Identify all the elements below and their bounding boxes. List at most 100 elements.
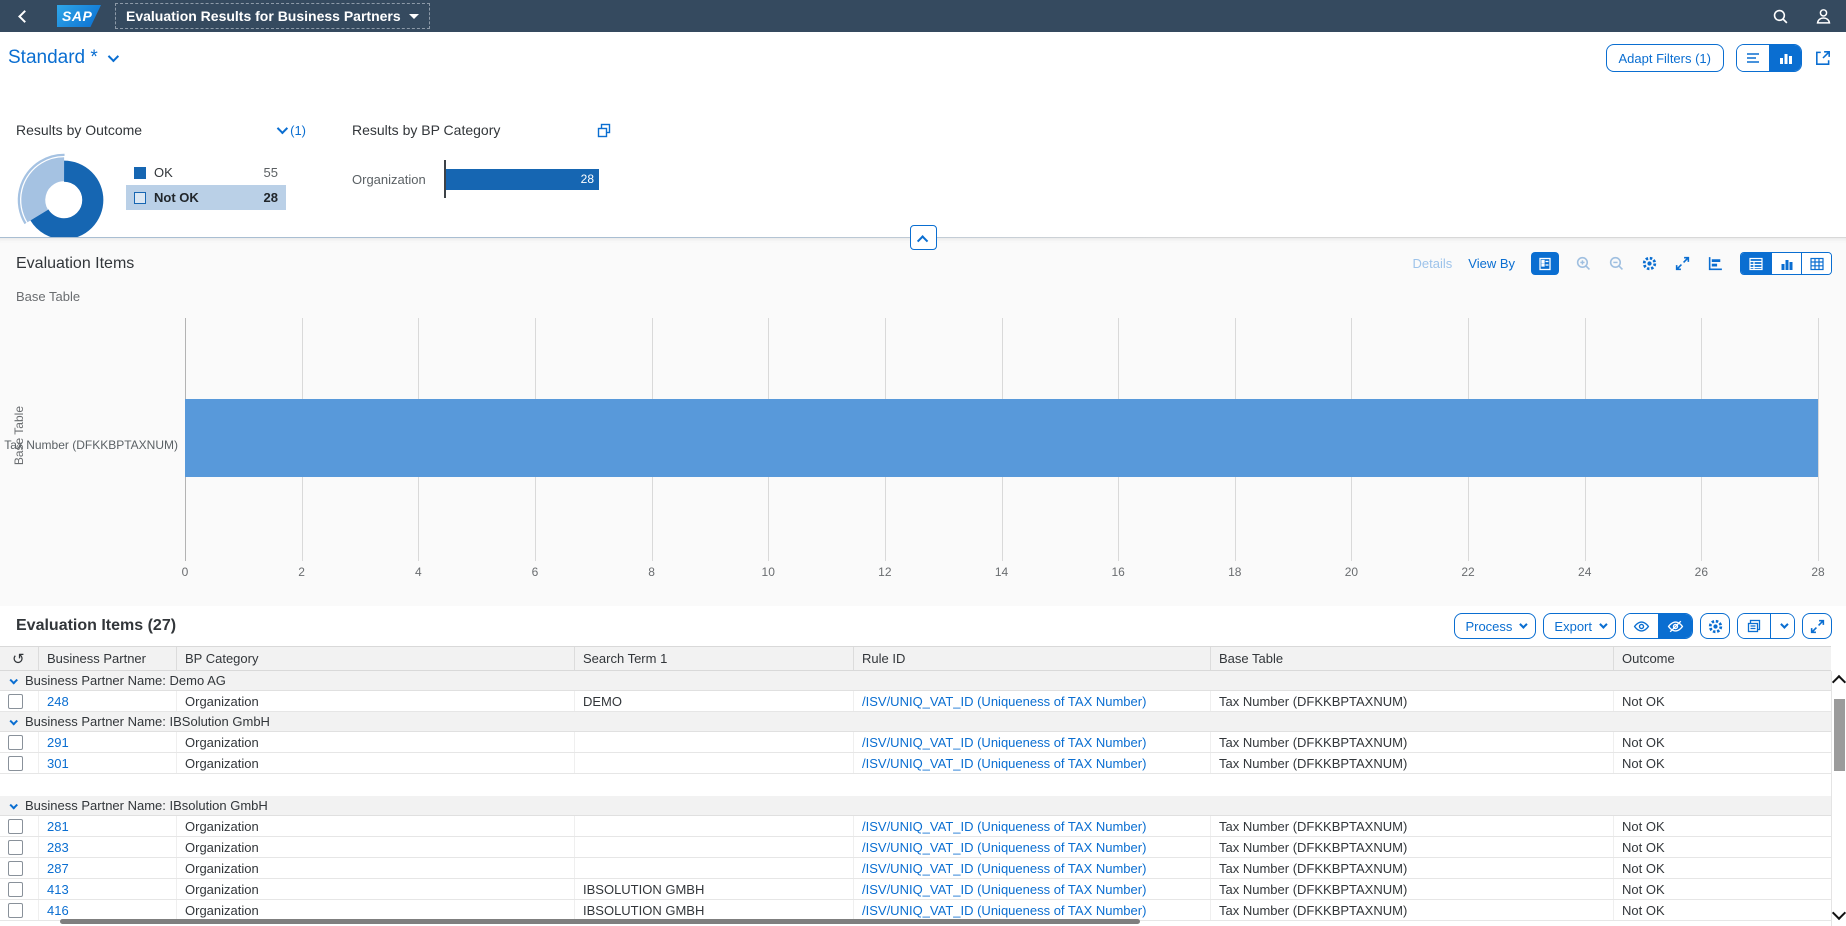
business-partner-link[interactable]: 281 — [47, 818, 69, 834]
app-title-menu[interactable]: Evaluation Results for Business Partners — [115, 3, 430, 29]
chevron-down-icon — [408, 13, 419, 19]
bp-category-bar-row[interactable]: Organization 28 — [352, 160, 612, 198]
bp-category-cell: Organization — [177, 837, 575, 857]
column-header-bp-category[interactable]: BP Category — [177, 647, 575, 670]
zoom-in-icon[interactable] — [1575, 255, 1592, 272]
x-tick-label: 24 — [1578, 565, 1592, 579]
details-button[interactable]: Details — [1412, 256, 1453, 271]
column-header-business-partner[interactable]: Business Partner — [39, 647, 177, 670]
column-header-rule-id[interactable]: Rule ID — [854, 647, 1211, 670]
row-checkbox[interactable] — [8, 860, 23, 876]
row-checkbox[interactable] — [8, 818, 23, 834]
filter-bar: Standard * Adapt Filters (1) Results by … — [0, 32, 1846, 247]
business-partner-link[interactable]: 416 — [47, 902, 69, 918]
eye-off-icon[interactable] — [1658, 614, 1692, 638]
outcome-filter-link[interactable]: (1) — [276, 123, 306, 138]
business-partner-link[interactable]: 413 — [47, 881, 69, 897]
bp-category-cell: Organization — [177, 753, 575, 773]
column-header-base-table[interactable]: Base Table — [1211, 647, 1614, 670]
export-button[interactable]: Export — [1543, 613, 1616, 639]
x-tick-label: 10 — [761, 565, 775, 579]
scrollbar-thumb[interactable] — [60, 919, 1140, 924]
row-checkbox[interactable] — [8, 839, 23, 855]
fullscreen-icon[interactable] — [1674, 255, 1691, 272]
donut-chart[interactable] — [16, 152, 112, 248]
results-bar[interactable] — [185, 399, 1818, 477]
business-partner-link[interactable]: 287 — [47, 860, 69, 876]
gear-icon[interactable] — [1700, 613, 1730, 639]
bp-category-cell: Organization — [177, 879, 575, 899]
scrollbar-thumb[interactable] — [1834, 699, 1845, 771]
gear-icon[interactable] — [1641, 255, 1658, 272]
bar-chart-icon[interactable] — [1771, 253, 1801, 274]
rule-id-link[interactable]: /ISV/UNIQ_VAT_ID (Uniqueness of TAX Numb… — [862, 755, 1147, 771]
category-bar[interactable]: 28 — [446, 168, 599, 190]
bar-chart-icon[interactable] — [1769, 45, 1801, 71]
business-partner-link[interactable]: 291 — [47, 734, 69, 750]
rule-id-link[interactable]: /ISV/UNIQ_VAT_ID (Uniqueness of TAX Numb… — [862, 902, 1147, 918]
adapt-filters-button[interactable]: Adapt Filters (1) — [1605, 44, 1724, 72]
table-row[interactable]: 301 Organization /ISV/UNIQ_VAT_ID (Uniqu… — [0, 753, 1831, 774]
back-icon[interactable] — [18, 9, 31, 23]
card-title: Results by Outcome — [16, 122, 143, 138]
group-header-row[interactable]: Business Partner Name: IBSolution GmbH — [0, 712, 1831, 732]
zoom-out-icon[interactable] — [1608, 255, 1625, 272]
copy-icon[interactable] — [1738, 614, 1770, 638]
chart-axis-icon[interactable] — [1707, 255, 1724, 272]
table-row[interactable]: 283 Organization /ISV/UNIQ_VAT_ID (Uniqu… — [0, 837, 1831, 858]
row-checkbox[interactable] — [8, 693, 23, 709]
search-icon[interactable] — [1772, 8, 1789, 25]
variant-label: Standard * — [8, 47, 98, 68]
x-tick-label: 20 — [1344, 565, 1359, 579]
business-partner-link[interactable]: 248 — [47, 693, 69, 709]
legend-item-ok[interactable]: OK 55 — [126, 160, 286, 185]
column-header-search-term-1[interactable]: Search Term 1 — [575, 647, 854, 670]
table-row[interactable]: 281 Organization /ISV/UNIQ_VAT_ID (Uniqu… — [0, 816, 1831, 837]
rule-id-link[interactable]: /ISV/UNIQ_VAT_ID (Uniqueness of TAX Numb… — [862, 693, 1147, 709]
scroll-up-icon[interactable] — [1831, 674, 1846, 690]
chevron-down-icon[interactable] — [1770, 614, 1794, 638]
table-row[interactable]: 413 Organization IBSOLUTION GMBH /ISV/UN… — [0, 879, 1831, 900]
x-tick-label: 14 — [994, 565, 1009, 579]
vertical-scrollbar[interactable] — [1831, 671, 1846, 926]
group-header-row[interactable]: Business Partner Name: IBsolution GmbH — [0, 796, 1831, 816]
row-checkbox[interactable] — [8, 902, 23, 918]
share-icon[interactable] — [1814, 49, 1832, 67]
legend-item-not-ok[interactable]: Not OK 28 — [126, 185, 286, 210]
rule-id-link[interactable]: /ISV/UNIQ_VAT_ID (Uniqueness of TAX Numb… — [862, 881, 1147, 897]
base-table-cell: Tax Number (DFKKBPTAXNUM) — [1211, 858, 1614, 878]
row-checkbox[interactable] — [8, 755, 23, 771]
horizontal-scrollbar[interactable] — [0, 919, 1831, 925]
clear-selection-icon[interactable]: ↺ — [12, 650, 25, 668]
column-header-outcome[interactable]: Outcome — [1622, 651, 1675, 666]
chart-table-icon[interactable] — [1741, 253, 1771, 274]
process-button[interactable]: Process — [1454, 613, 1537, 639]
legend-icon[interactable] — [1531, 252, 1559, 275]
person-icon[interactable] — [1815, 8, 1832, 25]
table-row[interactable]: 291 Organization /ISV/UNIQ_VAT_ID (Uniqu… — [0, 732, 1831, 753]
open-window-icon[interactable] — [596, 122, 612, 138]
collapse-header-button[interactable] — [910, 225, 937, 250]
row-checkbox[interactable] — [8, 881, 23, 897]
eye-icon[interactable] — [1624, 614, 1658, 638]
table-row[interactable]: 287 Organization /ISV/UNIQ_VAT_ID (Uniqu… — [0, 858, 1831, 879]
fullscreen-icon[interactable] — [1802, 613, 1832, 639]
filter-list-icon[interactable] — [1737, 45, 1769, 71]
view-by-button[interactable]: View By — [1468, 256, 1515, 271]
group-header-row[interactable]: Business Partner Name: Demo AG — [0, 671, 1831, 691]
rule-id-link[interactable]: /ISV/UNIQ_VAT_ID (Uniqueness of TAX Numb… — [862, 839, 1147, 855]
table-row[interactable]: 248 Organization DEMO /ISV/UNIQ_VAT_ID (… — [0, 691, 1831, 712]
scroll-down-icon[interactable] — [1831, 905, 1846, 921]
table-row[interactable]: 416 Organization IBSOLUTION GMBH /ISV/UN… — [0, 900, 1831, 921]
rule-id-link[interactable]: /ISV/UNIQ_VAT_ID (Uniqueness of TAX Numb… — [862, 734, 1147, 750]
variant-selector[interactable]: Standard * — [8, 47, 119, 69]
bar-value-label: 28 — [580, 172, 594, 186]
row-checkbox[interactable] — [8, 734, 23, 750]
search-term-cell — [575, 732, 854, 752]
business-partner-link[interactable]: 283 — [47, 839, 69, 855]
card-results-by-bp-category: Results by BP Category Organization 28 — [352, 122, 612, 248]
business-partner-link[interactable]: 301 — [47, 755, 69, 771]
grid-icon[interactable] — [1801, 253, 1831, 274]
rule-id-link[interactable]: /ISV/UNIQ_VAT_ID (Uniqueness of TAX Numb… — [862, 818, 1147, 834]
rule-id-link[interactable]: /ISV/UNIQ_VAT_ID (Uniqueness of TAX Numb… — [862, 860, 1147, 876]
